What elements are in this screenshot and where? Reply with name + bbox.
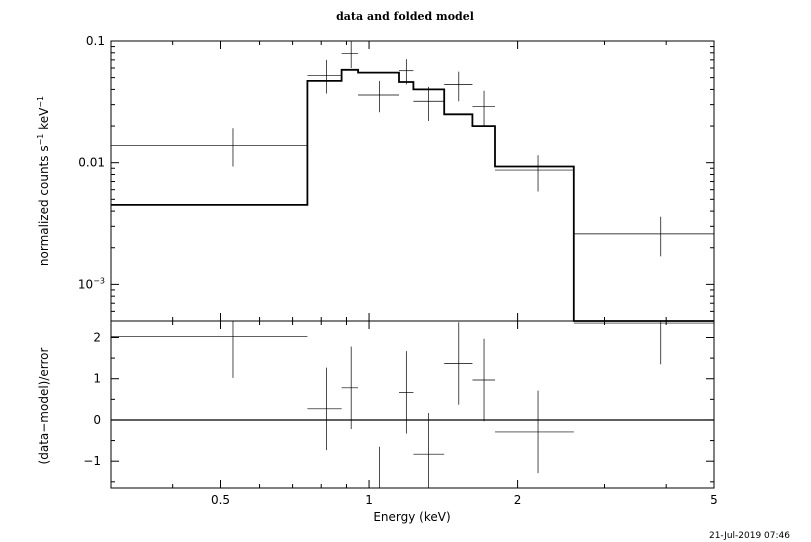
data-point [399, 59, 414, 85]
bottom-y-tick-label: 1 [93, 372, 101, 386]
data-point [307, 59, 342, 94]
data-point [495, 155, 574, 192]
timestamp: 21-Jul-2019 07:46 [709, 531, 790, 541]
top-x-ticks [110, 41, 667, 321]
residual-point [307, 367, 342, 451]
data-point [444, 71, 473, 102]
top-y-ticks: 0.1 0.01 10−3 [78, 34, 714, 322]
residual-points [111, 321, 714, 489]
x-tick-label: 5 [710, 493, 718, 507]
x-tick-label: 1 [365, 493, 373, 507]
residual-point [399, 351, 414, 434]
residual-point [111, 321, 308, 378]
bottom-y-axis-label: (data−model)/error [37, 347, 51, 464]
bottom-panel: 0.5 1 2 5 2 1 0 −1 (data−model)/error [37, 320, 718, 507]
data-point [358, 80, 400, 113]
data-point [111, 128, 308, 167]
top-y-axis-label: normalized counts s−1 keV−1 [36, 96, 51, 266]
x-axis-label: Energy (keV) [373, 510, 450, 524]
top-y-tick-label: 0.1 [86, 34, 105, 48]
residual-point [573, 321, 714, 365]
bottom-y-tick-label: 0 [93, 413, 101, 427]
residual-point [413, 412, 445, 488]
model-curve [111, 68, 714, 322]
data-point [341, 41, 359, 68]
data-points [111, 41, 714, 257]
bottom-y-tick-label: −1 [83, 454, 101, 468]
top-panel: 0.1 0.01 10−3 normalized counts s−1 keV−1 [36, 34, 715, 322]
top-y-tick-label: 0.01 [78, 156, 105, 170]
data-point [573, 216, 714, 257]
bottom-panel-frame [110, 320, 715, 489]
residual-point [358, 446, 400, 489]
tick-exponent: −3 [93, 276, 105, 285]
chart-title: data and folded model [336, 10, 474, 23]
top-y-tick-label: 10−3 [78, 276, 105, 291]
residual-point [341, 346, 359, 430]
model-step-line [111, 68, 714, 322]
x-tick-label: 2 [514, 493, 522, 507]
residual-point [472, 338, 496, 422]
bottom-x-ticks: 0.5 1 2 5 [110, 321, 718, 507]
data-point [413, 86, 445, 122]
tick-base: 10 [78, 277, 93, 291]
residual-point [495, 390, 574, 474]
bottom-y-tick-label: 2 [93, 330, 101, 344]
residual-point [444, 322, 473, 405]
x-tick-label: 0.5 [211, 493, 230, 507]
bottom-y-ticks: 2 1 0 −1 [83, 330, 714, 483]
data-point [472, 90, 496, 127]
